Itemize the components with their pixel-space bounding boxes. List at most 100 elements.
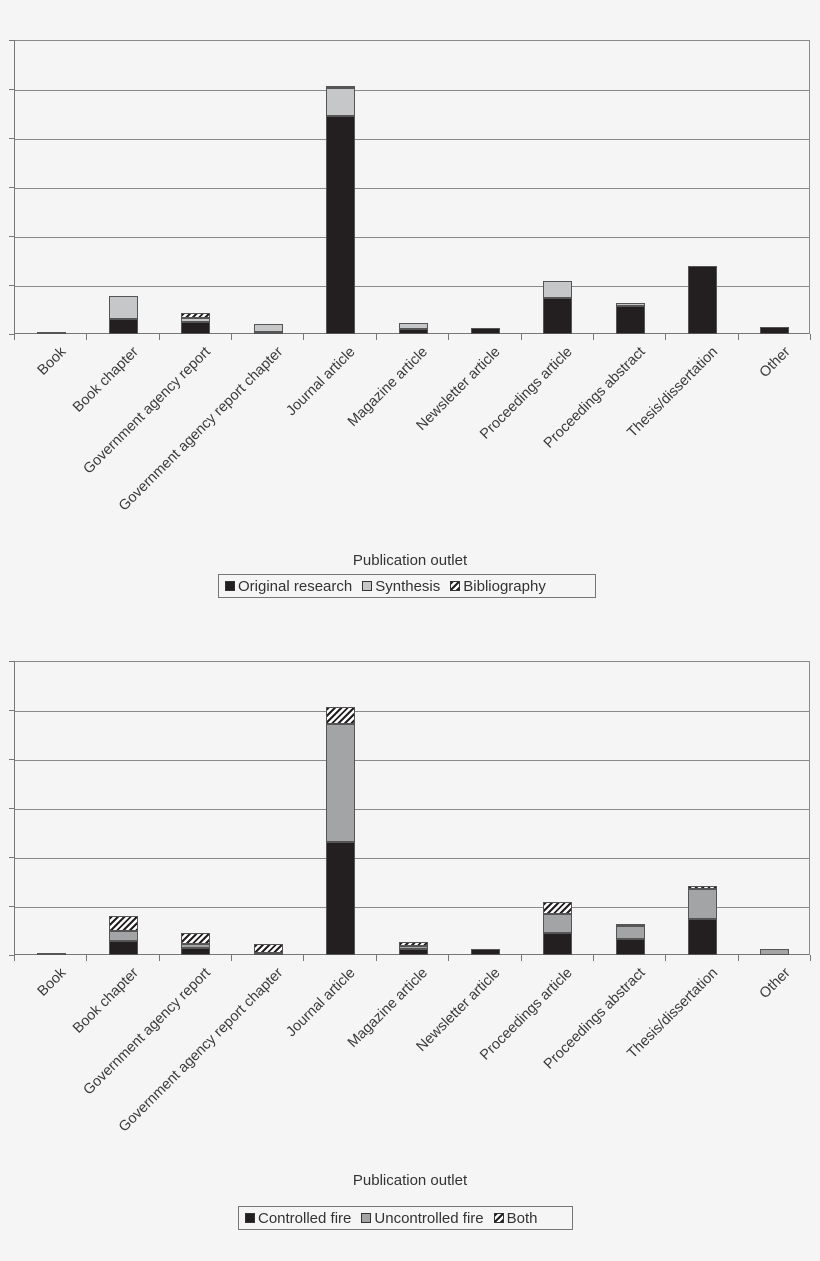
bar-segment-synthesis (109, 295, 139, 319)
bar-segment-controlled-fire (109, 940, 139, 955)
bar-newsletter-article (470, 949, 500, 955)
x-tick (592, 955, 594, 961)
legend-item-controlled-fire: Controlled fire (245, 1210, 351, 1227)
bar-segment-controlled-fire (687, 919, 717, 955)
bar-book (36, 953, 66, 955)
bar-segment-both (398, 942, 428, 947)
x-tick (158, 955, 160, 961)
bar-segment-original-research (687, 265, 717, 334)
x-tick-label: Government agency report (80, 344, 215, 478)
bar-segment-bibliography (181, 313, 211, 319)
y-tick (9, 759, 15, 760)
bar-segment-controlled-fire (326, 841, 356, 955)
bar-thesis-dissertation (687, 265, 717, 334)
bar-segment-original-research (109, 318, 139, 334)
chart-publication-type: Book Book chapter Government agency report… (0, 0, 820, 610)
bar-segment-uncontrolled-fire (109, 931, 139, 941)
x-tick (231, 334, 233, 340)
x-tick-label: Journal article (283, 965, 359, 1041)
bar-other (760, 949, 790, 955)
bar-segment-uncontrolled-fire (543, 913, 573, 933)
x-axis-title: Publication outlet (352, 1172, 468, 1189)
bar-segment-original-research (36, 332, 66, 334)
legend-item-uncontrolled-fire: Uncontrolled fire (361, 1210, 484, 1227)
bar-other (760, 327, 790, 334)
x-tick (14, 334, 15, 340)
y-tick (9, 808, 15, 809)
gridline (15, 858, 809, 859)
x-tick-label: Journal article (283, 344, 359, 420)
bar-segment-synthesis (253, 324, 283, 332)
x-tick (810, 334, 811, 340)
gridline (15, 809, 809, 810)
x-tick-label: Book chapter (70, 965, 142, 1037)
x-tick (810, 955, 811, 961)
bar-government-agency-report-chapter (253, 944, 283, 955)
bar-segment-original-research (543, 298, 573, 334)
bar-journal-article (326, 706, 356, 955)
x-tick-label: Government agency report (80, 965, 215, 1099)
bar-segment-controlled-fire (615, 938, 645, 955)
x-tick-label: Other (756, 344, 794, 381)
y-tick (9, 40, 15, 41)
bar-segment-both (181, 933, 211, 945)
bar-segment-synthesis (398, 323, 428, 330)
bar-segment-uncontrolled-fire (760, 949, 790, 955)
bar-journal-article (326, 86, 356, 334)
bar-proceedings-article (543, 902, 573, 955)
bar-government-agency-report (181, 933, 211, 955)
plot-area (9, 661, 811, 961)
x-tick (158, 334, 160, 340)
bar-segment-original-research (326, 115, 356, 334)
x-tick-label: Government agency report chapter (116, 965, 287, 1136)
bar-segment-both (109, 915, 139, 931)
x-tick (86, 955, 88, 961)
x-tick (448, 955, 450, 961)
bar-segment-controlled-fire (398, 949, 428, 955)
x-tick-label: Government agency report chapter (116, 344, 287, 515)
x-tick (86, 334, 88, 340)
bar-segment-both (615, 923, 645, 926)
legend-swatch-hatch-icon (493, 1213, 504, 1223)
gridline (15, 139, 809, 140)
bar-segment-original-research (181, 322, 211, 334)
legend: Original research Synthesis Bibliography (218, 574, 596, 598)
gridline (15, 907, 809, 908)
y-tick (9, 236, 15, 237)
bar-segment-controlled-fire (36, 953, 66, 955)
x-tick-label: Other (756, 965, 794, 1002)
gridline (15, 286, 809, 287)
bar-book-chapter (109, 295, 139, 334)
legend-item-bibliography: Bibliography (450, 578, 546, 595)
bar-segment-both (543, 902, 573, 914)
bar-segment-controlled-fire (253, 953, 283, 955)
y-tick (9, 710, 15, 711)
bar-segment-synthesis (615, 303, 645, 307)
x-tick (448, 334, 450, 340)
legend: Controlled fire Uncontrolled fire Both (238, 1206, 573, 1230)
bar-segment-uncontrolled-fire (687, 889, 717, 920)
gridline (15, 711, 809, 712)
x-tick (520, 955, 522, 961)
plot-area (9, 40, 811, 340)
bar-segment-uncontrolled-fire (615, 925, 645, 939)
x-tick (303, 334, 305, 340)
x-tick (665, 955, 667, 961)
x-tick-label: Book (34, 965, 70, 1000)
y-tick (9, 661, 15, 662)
bar-segment-original-research (253, 332, 283, 334)
x-tick (375, 955, 377, 961)
bar-magazine-article (398, 323, 428, 334)
bar-segment-controlled-fire (470, 949, 500, 955)
x-tick (14, 955, 15, 961)
bar-segment-uncontrolled-fire (398, 946, 428, 950)
y-tick (9, 138, 15, 139)
bar-segment-controlled-fire (543, 932, 573, 955)
y-tick (9, 334, 15, 335)
x-axis-title: Publication outlet (352, 552, 468, 569)
x-tick (375, 334, 377, 340)
legend-swatch-icon (225, 581, 235, 591)
bar-proceedings-abstract (615, 923, 645, 955)
bar-segment-synthesis (543, 281, 573, 299)
legend-item-both: Both (493, 1210, 537, 1227)
